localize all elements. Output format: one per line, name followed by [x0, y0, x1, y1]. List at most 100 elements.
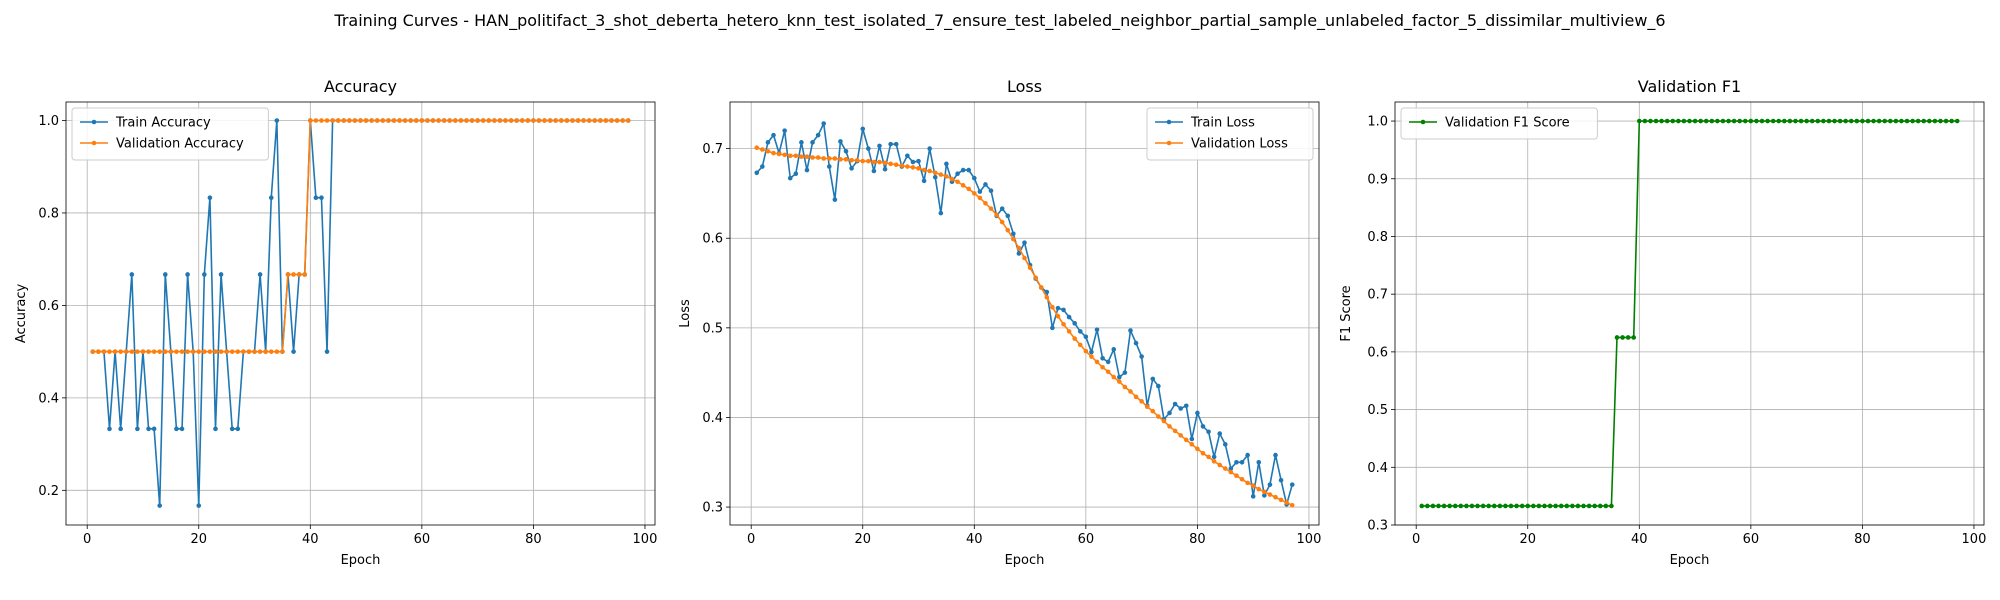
loss-data-point — [1278, 497, 1284, 503]
f1-data-point — [1876, 118, 1882, 124]
accuracy-ytick-label: 0.6 — [38, 299, 59, 314]
accuracy-data-point — [185, 349, 190, 354]
loss-legend-label: Validation Loss — [1191, 137, 1288, 152]
accuracy-data-point — [603, 118, 609, 123]
accuracy-axes-frame — [65, 101, 656, 526]
f1-data-point — [1547, 503, 1553, 509]
loss-data-point — [1289, 482, 1295, 487]
loss-data-point — [804, 167, 810, 173]
accuracy-data-point — [174, 349, 179, 354]
loss-data-point — [1094, 359, 1100, 365]
f1-ytick-label: 0.5 — [1367, 403, 1388, 418]
accuracy-data-point — [207, 195, 213, 200]
loss-data-point — [854, 157, 860, 163]
accuracy-data-point — [575, 118, 581, 123]
loss-panel-ylabel: Loss — [678, 299, 693, 328]
accuracy-data-point — [324, 349, 330, 354]
accuracy-data-point — [162, 272, 168, 277]
loss-data-point — [754, 145, 760, 151]
f1-data-point — [1659, 118, 1664, 124]
loss-data-point — [1234, 459, 1239, 465]
f1-data-point — [1564, 503, 1570, 509]
loss-ytick-label: 0.7 — [702, 142, 723, 157]
accuracy-ytick-label: 0.8 — [38, 206, 59, 221]
loss-data-point — [888, 141, 893, 147]
f1-data-point — [1915, 118, 1921, 124]
accuracy-ytick-label: 1.0 — [38, 114, 59, 129]
accuracy-data-point — [285, 272, 291, 277]
accuracy-data-point — [107, 349, 112, 354]
f1-legend-label: Validation F1 Score — [1445, 116, 1570, 131]
f1-legend-marker — [1420, 119, 1426, 125]
loss-data-point — [1122, 384, 1128, 390]
f1-data-point — [1597, 503, 1603, 509]
f1-data-point — [1609, 503, 1614, 509]
loss-data-point — [1267, 492, 1273, 497]
accuracy-data-point — [497, 118, 503, 123]
loss-data-point — [1178, 406, 1183, 411]
accuracy-data-point — [202, 349, 207, 354]
f1-ytick-label: 0.3 — [1367, 519, 1388, 534]
f1-data-point — [1759, 118, 1765, 124]
accuracy-data-point — [179, 426, 185, 432]
accuracy-panel-xlabel: Epoch — [341, 553, 381, 568]
f1-panel-xlabel: Epoch — [1670, 553, 1710, 568]
loss-data-point — [860, 158, 866, 164]
loss-data-point — [916, 158, 921, 164]
loss-grid — [730, 102, 1319, 525]
figure-suptitle: Training Curves - HAN_politifact_3_shot_… — [333, 11, 1665, 31]
accuracy-data-point — [397, 118, 402, 123]
f1-data-point — [1464, 503, 1469, 509]
loss-data-point — [1206, 429, 1211, 435]
loss-data-point — [1133, 394, 1139, 400]
accuracy-data-point — [464, 118, 469, 123]
loss-data-point — [815, 155, 821, 160]
accuracy-data-point — [374, 118, 380, 123]
accuracy-data-point — [447, 118, 453, 123]
f1-data-point — [1793, 118, 1798, 124]
accuracy-data-point — [514, 118, 519, 123]
accuracy-series-line — [92, 119, 629, 507]
f1-data-point — [1737, 118, 1742, 124]
f1-xtick-label: 60 — [1743, 532, 1760, 547]
f1-data-point — [1731, 118, 1737, 124]
f1-data-point — [1508, 503, 1514, 509]
accuracy-data-point — [313, 118, 319, 123]
loss-data-point — [1183, 403, 1189, 409]
loss-data-point — [1061, 321, 1066, 327]
loss-axes-frame — [729, 101, 1320, 526]
loss-data-point — [1273, 494, 1278, 500]
accuracy-xtick-label: 60 — [414, 532, 431, 547]
loss-data-point — [916, 166, 921, 171]
f1-data-point — [1709, 118, 1715, 124]
f1-data-point — [1514, 503, 1519, 509]
loss-data-point — [1022, 240, 1027, 245]
loss-data-point — [782, 152, 787, 158]
accuracy-data-point — [296, 272, 302, 277]
loss-ytick-label: 0.4 — [702, 411, 723, 426]
loss-data-point — [793, 153, 799, 159]
accuracy-data-point — [235, 426, 241, 432]
f1-grid — [1395, 102, 1984, 526]
f1-data-point — [1703, 118, 1709, 124]
f1-data-point — [1419, 503, 1425, 509]
loss-data-point — [1245, 452, 1250, 458]
loss-data-point — [905, 164, 910, 169]
f1-data-point — [1531, 503, 1536, 509]
accuracy-data-point — [419, 118, 425, 123]
f1-data-point — [1614, 335, 1620, 340]
accuracy-data-point — [508, 118, 514, 123]
loss-data-point — [893, 162, 899, 168]
f1-data-point — [1687, 118, 1692, 124]
accuracy-data-point — [229, 349, 235, 354]
loss-panel-xlabel: Epoch — [1005, 553, 1045, 568]
accuracy-data-point — [302, 272, 308, 277]
loss-data-point — [1083, 348, 1089, 354]
accuracy-data-point — [90, 349, 96, 354]
accuracy-data-point — [246, 349, 252, 354]
loss-data-point — [1144, 404, 1150, 410]
loss-data-point — [877, 159, 882, 165]
f1-ytick-label: 0.6 — [1367, 345, 1388, 360]
loss-data-point — [1239, 459, 1245, 465]
loss-data-point — [1256, 486, 1262, 492]
